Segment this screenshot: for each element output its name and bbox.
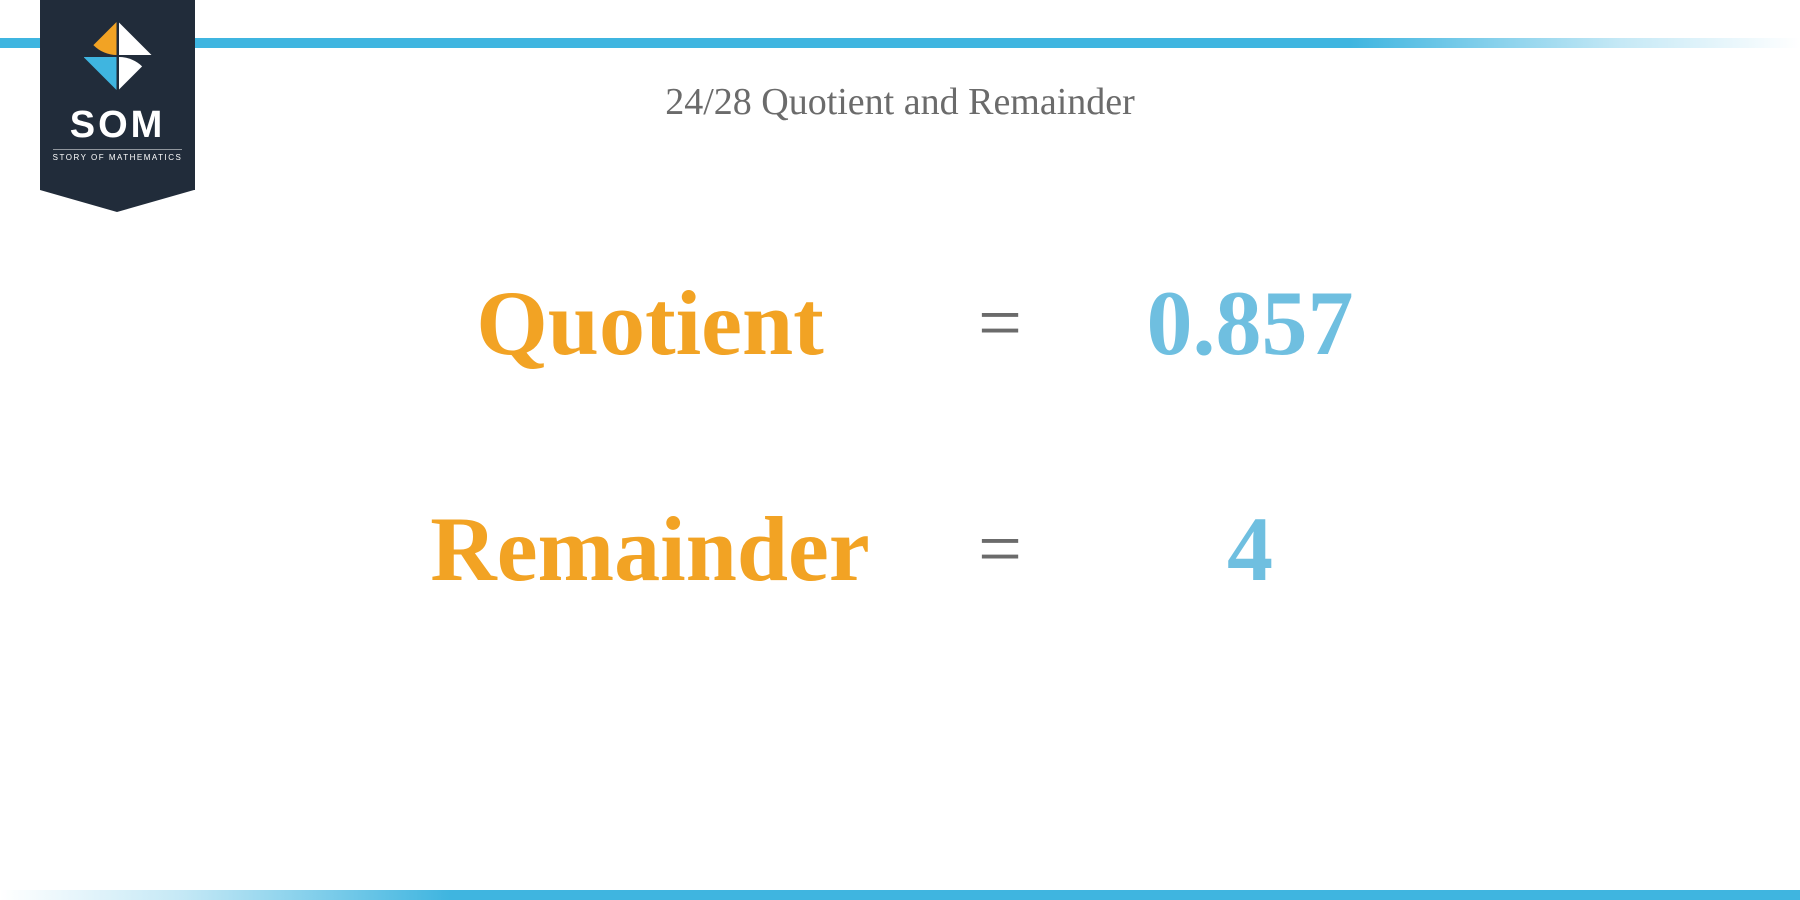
quotient-label: Quotient bbox=[400, 270, 900, 376]
content-area: Quotient = 0.857 Remainder = 4 bbox=[0, 270, 1800, 602]
som-logo-icon bbox=[84, 22, 152, 90]
logo-tagline: STORY OF MATHEMATICS bbox=[53, 149, 183, 162]
logo-acronym: SOM bbox=[70, 104, 166, 147]
quotient-row: Quotient = 0.857 bbox=[400, 270, 1400, 376]
logo-badge: SOM STORY OF MATHEMATICS bbox=[40, 0, 195, 190]
quotient-value: 0.857 bbox=[1100, 270, 1400, 376]
equals-sign: = bbox=[960, 504, 1040, 594]
remainder-row: Remainder = 4 bbox=[400, 496, 1400, 602]
remainder-value: 4 bbox=[1100, 496, 1400, 602]
bottom-accent-bar bbox=[0, 890, 1800, 900]
equals-sign: = bbox=[960, 278, 1040, 368]
remainder-label: Remainder bbox=[400, 496, 900, 602]
page-title: 24/28 Quotient and Remainder bbox=[0, 80, 1800, 124]
top-accent-bar bbox=[0, 38, 1800, 48]
